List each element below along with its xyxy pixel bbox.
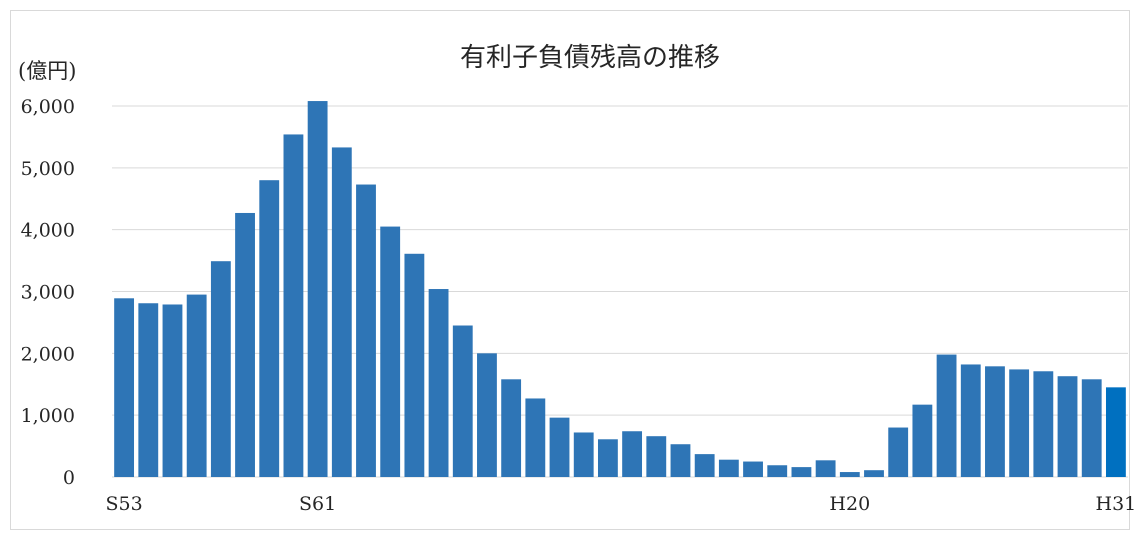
y-tick-label: 5,000: [21, 158, 75, 180]
chart-title: 有利子負債残高の推移: [460, 43, 720, 73]
bar: [670, 444, 691, 477]
bar: [452, 325, 473, 477]
bar: [525, 398, 546, 477]
bar: [259, 180, 280, 477]
bar: [864, 470, 884, 477]
bar: [428, 289, 449, 477]
bar: [936, 354, 957, 477]
y-axis-unit-label: (億円): [18, 59, 76, 83]
bar: [549, 417, 570, 477]
y-tick-label: 2,000: [21, 343, 75, 365]
bar: [767, 465, 788, 477]
x-tick-label: S53: [105, 493, 142, 515]
bar: [1081, 379, 1102, 477]
bar: [380, 226, 401, 477]
bar: [404, 253, 425, 477]
bar: [622, 431, 643, 477]
x-tick-label: S61: [299, 493, 336, 515]
bar: [307, 101, 328, 477]
y-tick-label: 4,000: [21, 220, 75, 242]
x-tick-label: H20: [829, 493, 870, 515]
bars: [114, 101, 1126, 478]
bar: [1057, 376, 1078, 477]
bar: [1033, 371, 1054, 477]
bar: [1009, 369, 1030, 477]
bar: [235, 212, 255, 477]
bar: [839, 472, 860, 477]
y-axis-ticks: 0 1,000 2,000 3,000 4,000 5,000 6,000: [21, 96, 75, 489]
bar: [718, 459, 739, 477]
y-tick-label: 3,000: [21, 282, 75, 304]
bar: [331, 147, 352, 477]
bar: [597, 439, 618, 477]
bar: [210, 261, 231, 477]
bar: [791, 467, 812, 477]
y-tick-label: 1,000: [21, 405, 75, 427]
bar: [477, 353, 497, 477]
bar: [501, 379, 522, 477]
x-tick-label: H31: [1096, 493, 1137, 515]
bar: [960, 364, 981, 477]
bar: [162, 304, 183, 477]
gridlines: [112, 105, 1128, 478]
bar: [114, 298, 135, 477]
y-tick-label: 6,000: [21, 96, 75, 118]
bar: [1105, 387, 1126, 477]
bar: [888, 427, 909, 477]
bar: [646, 436, 667, 477]
bar: [815, 460, 836, 477]
bar: [138, 303, 159, 477]
bar: [912, 404, 933, 477]
bar: [186, 294, 207, 477]
bar: [356, 184, 376, 478]
y-tick-label: 0: [63, 467, 75, 489]
bar: [573, 432, 594, 477]
x-axis-ticks: S53 S61 H20 H31: [105, 493, 1136, 515]
bar: [283, 134, 304, 477]
bar: [743, 461, 763, 477]
bar: [985, 366, 1005, 477]
bar: [694, 454, 715, 477]
